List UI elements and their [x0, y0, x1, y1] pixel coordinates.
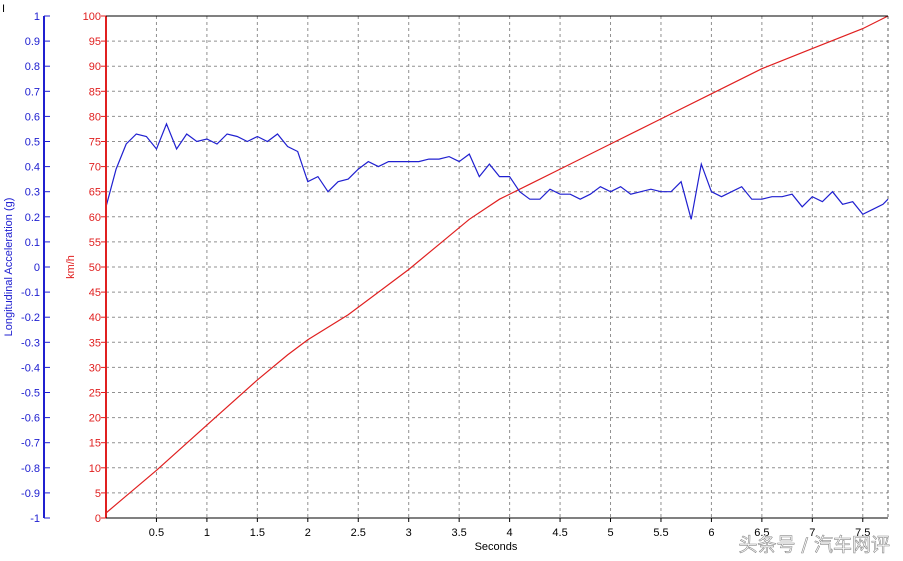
- x-tick-label: 3.5: [452, 527, 467, 539]
- x-tick-label: 7: [809, 527, 815, 539]
- speed-tick-label: 75: [89, 137, 101, 149]
- speed-axis-title: km/h: [65, 255, 77, 279]
- acceleration-series-line: [105, 122, 889, 220]
- acceleration-tick-label: 0.6: [25, 111, 40, 123]
- speed-tick-label: 85: [89, 86, 101, 98]
- acceleration-tick-label: 0.4: [25, 162, 40, 174]
- acceleration-tick-label: 0.8: [25, 61, 40, 73]
- x-tick-label: 0.5: [149, 527, 164, 539]
- acceleration-tick-label: 0.2: [25, 212, 40, 224]
- x-tick-label: 5: [607, 527, 613, 539]
- x-tick-label: 1: [204, 527, 210, 539]
- ticks: 1 0.9 0.8 0.7 0.6 0.5 0.4 0.3 0.2 0.1 0 -0.1 -0.2 -0.…: [21, 11, 870, 539]
- x-tick-label: 2: [305, 527, 311, 539]
- speed-tick-label: 15: [89, 438, 101, 450]
- x-tick-label: 6.5: [754, 527, 769, 539]
- x-tick-label: 4.5: [552, 527, 567, 539]
- watermark: 头条号 / 汽车网评: [739, 534, 890, 556]
- speed-tick-label: 70: [89, 162, 101, 174]
- speed-tick-label: 40: [89, 312, 101, 324]
- acceleration-tick-label: -0.1: [21, 287, 40, 299]
- x-tick-label: 6: [708, 527, 714, 539]
- speed-tick-label: 95: [89, 36, 101, 48]
- speed-tick-label: 30: [89, 362, 101, 374]
- acceleration-tick-label: 0.7: [25, 86, 40, 98]
- speed-series-line: [105, 15, 889, 514]
- speed-tick-label: 50: [89, 262, 101, 274]
- acceleration-tick-label: -0.6: [21, 413, 40, 425]
- speed-tick-label: 45: [89, 287, 101, 299]
- speed-tick-label: 100: [83, 11, 101, 23]
- series-layer: [105, 15, 889, 514]
- acceleration-tick-label: 1: [34, 11, 40, 23]
- x-tick-label: 3: [406, 527, 412, 539]
- acceleration-tick-label: 0.5: [25, 137, 40, 149]
- acceleration-tick-label: -0.2: [21, 312, 40, 324]
- speed-tick-label: 10: [89, 463, 101, 475]
- speed-tick-label: 20: [89, 413, 101, 425]
- acceleration-tick-label: -0.8: [21, 463, 40, 475]
- acceleration-tick-label: -0.4: [21, 362, 40, 374]
- x-tick-label: 1.5: [250, 527, 265, 539]
- acceleration-tick-label: 0: [34, 262, 40, 274]
- acceleration-tick-label: -0.5: [21, 388, 40, 400]
- acceleration-tick-label: -0.7: [21, 438, 40, 450]
- acceleration-tick-label: -0.3: [21, 337, 40, 349]
- acceleration-tick-label: -0.9: [21, 488, 40, 500]
- x-tick-label: 2.5: [351, 527, 366, 539]
- acceleration-tick-label: 0.9: [25, 36, 40, 48]
- speed-tick-label: 25: [89, 388, 101, 400]
- corner-mark: I: [2, 3, 5, 15]
- speed-tick-label: 5: [95, 488, 101, 500]
- acceleration-tick-label: -1: [30, 513, 40, 525]
- x-tick-label: 7.5: [855, 527, 870, 539]
- speed-tick-label: 60: [89, 212, 101, 224]
- speed-tick-label: 65: [89, 187, 101, 199]
- x-tick-label: 4: [507, 527, 513, 539]
- speed-tick-label: 35: [89, 337, 101, 349]
- speed-tick-label: 90: [89, 61, 101, 73]
- acceleration-tick-label: 0.1: [25, 237, 40, 249]
- x-axis-title: Seconds: [475, 541, 518, 553]
- speed-tick-label: 80: [89, 111, 101, 123]
- left-axis-title: Longitudinal Acceleration (g): [3, 198, 15, 337]
- speed-tick-label: 0: [95, 513, 101, 525]
- x-tick-label: 5.5: [653, 527, 668, 539]
- speed-tick-label: 55: [89, 237, 101, 249]
- acceleration-tick-label: 0.3: [25, 187, 40, 199]
